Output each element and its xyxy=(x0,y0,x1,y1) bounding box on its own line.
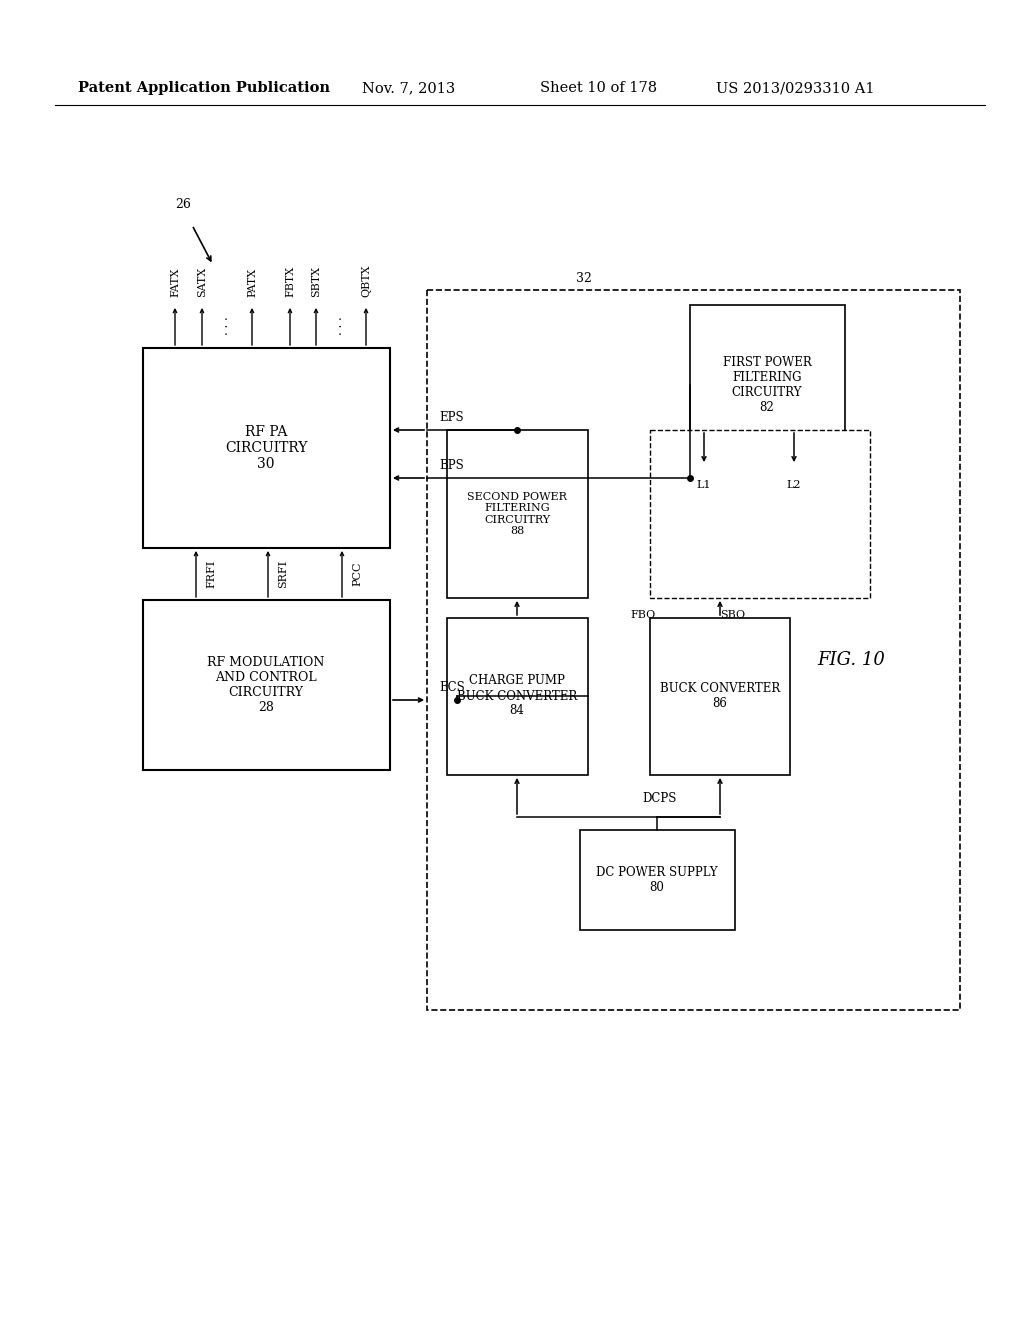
Text: L1: L1 xyxy=(696,480,712,490)
Text: SRFI: SRFI xyxy=(278,560,288,589)
Text: L2: L2 xyxy=(786,480,801,490)
Text: EPS: EPS xyxy=(439,411,464,424)
Bar xyxy=(143,601,390,770)
Text: DCPS: DCPS xyxy=(643,792,677,805)
Text: · · ·: · · · xyxy=(221,317,234,335)
Text: · · ·: · · · xyxy=(336,317,348,335)
Text: 26: 26 xyxy=(175,198,190,211)
Bar xyxy=(650,430,870,598)
Bar xyxy=(580,830,735,931)
Bar xyxy=(650,618,790,775)
Text: SECOND POWER
FILTERING
CIRCUITRY
88: SECOND POWER FILTERING CIRCUITRY 88 xyxy=(467,491,567,536)
Text: SBTX: SBTX xyxy=(311,267,321,297)
Text: BPS: BPS xyxy=(439,459,464,473)
Text: QBTX: QBTX xyxy=(361,264,371,297)
Text: CHARGE PUMP
BUCK CONVERTER
84: CHARGE PUMP BUCK CONVERTER 84 xyxy=(457,675,578,718)
Text: FATX: FATX xyxy=(170,268,180,297)
Text: FBO: FBO xyxy=(631,610,656,620)
Text: FIG. 10: FIG. 10 xyxy=(817,651,885,669)
Text: DC POWER SUPPLY
80: DC POWER SUPPLY 80 xyxy=(596,866,718,894)
Text: RF MODULATION
AND CONTROL
CIRCUITRY
28: RF MODULATION AND CONTROL CIRCUITRY 28 xyxy=(207,656,325,714)
Text: Nov. 7, 2013: Nov. 7, 2013 xyxy=(362,81,456,95)
Text: FIRST POWER
FILTERING
CIRCUITRY
82: FIRST POWER FILTERING CIRCUITRY 82 xyxy=(723,356,811,414)
Text: US 2013/0293310 A1: US 2013/0293310 A1 xyxy=(716,81,874,95)
Text: 32: 32 xyxy=(575,272,592,285)
Bar xyxy=(427,290,961,1010)
Text: FRFI: FRFI xyxy=(206,560,216,589)
Text: Patent Application Publication: Patent Application Publication xyxy=(78,81,330,95)
Text: SBO: SBO xyxy=(720,610,745,620)
Text: ECS: ECS xyxy=(439,681,465,694)
Text: FBTX: FBTX xyxy=(285,265,295,297)
Text: BUCK CONVERTER
86: BUCK CONVERTER 86 xyxy=(659,682,780,710)
Bar xyxy=(143,348,390,548)
Text: SATX: SATX xyxy=(197,267,207,297)
Text: Sheet 10 of 178: Sheet 10 of 178 xyxy=(540,81,657,95)
Text: PATX: PATX xyxy=(247,268,257,297)
Bar xyxy=(447,430,588,598)
Text: PCC: PCC xyxy=(352,562,362,586)
Bar xyxy=(447,618,588,775)
Text: RF PA
CIRCUITRY
30: RF PA CIRCUITRY 30 xyxy=(224,425,307,471)
Bar xyxy=(690,305,845,465)
